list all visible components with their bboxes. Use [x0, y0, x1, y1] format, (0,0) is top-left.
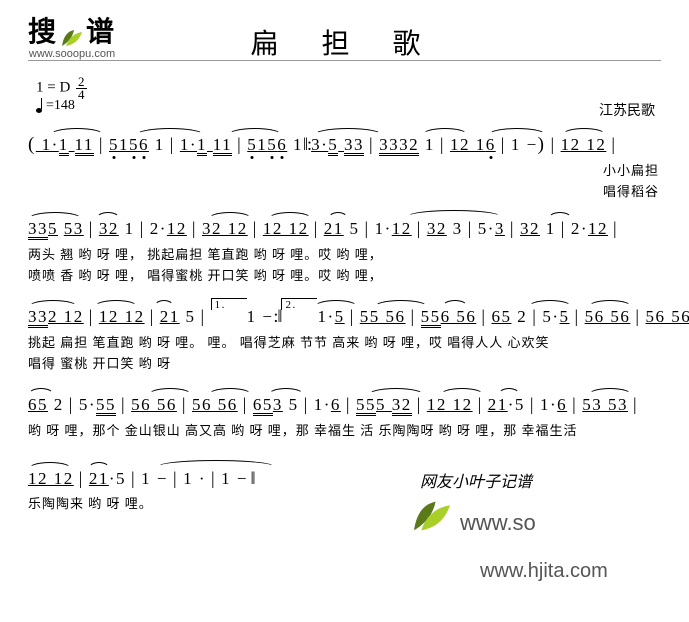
notation-2: 335 53|32 1|2·12|32 12|12 12|21 5|1·12|3…	[28, 218, 661, 240]
staff-line-2: 335 53|32 1|2·12|32 12|12 12|21 5|1·12|3…	[28, 218, 661, 284]
lyrics-1a: 小小扁担	[28, 160, 661, 179]
notation-1: ( 1·1 11|5156 1|1·1 11|5156 1‖:3·5 33|33…	[28, 134, 661, 156]
staff-line-1: ( 1·1 11|5156 1|1·1 11|5156 1‖:3·5 33|33…	[28, 134, 661, 200]
lyrics-2b: 喷喷 香 哟 呀 哩， 唱得蜜桃 开口笑 哟 呀 哩。哎 哟 哩，	[28, 265, 661, 284]
lyrics-3a: 挑起 扁担 笔直跑 哟 呀 哩。 哩。 唱得芝麻 节节 高来 哟 呀 哩，哎 唱…	[28, 332, 661, 351]
tempo: =148	[36, 98, 75, 114]
staff-line-5: 12 12|21·5|1 −|1 ·|1 − ‖ 乐陶陶来 哟 呀 哩。	[28, 468, 661, 512]
bottom-leaf-icon	[410, 498, 454, 534]
lyrics-5a: 乐陶陶来 哟 呀 哩。	[28, 493, 661, 512]
volta-2: 2.	[281, 298, 317, 310]
lyrics-3b: 唱得 蜜桃 开口笑 哟 呀	[28, 353, 661, 372]
volta-1: 1.	[211, 298, 247, 310]
quarter-note-icon	[36, 99, 42, 113]
song-title: 扁 担 歌	[0, 22, 689, 62]
bottom-url-1: www.so	[460, 510, 536, 536]
lyrics-2a: 两头 翘 哟 呀 哩， 挑起扁担 笔直跑 哟 呀 哩。哎 哟 哩，	[28, 244, 661, 263]
notation-5: 12 12|21·5|1 −|1 ·|1 − ‖	[28, 468, 661, 489]
key-signature: 1 = D 2 4	[36, 76, 87, 100]
lyrics-4a: 哟 呀 哩，那个 金山银山 高又高 哟 呀 哩，那 幸福生 活 乐陶陶呀 哟 呀…	[28, 420, 661, 439]
staff-line-4: 65 2|5·55|56 56|56 56|653 5|1·6|555 32|1…	[28, 394, 661, 439]
transcriber-credit: 网友小叶子记谱	[420, 468, 532, 492]
lyrics-1b: 唱得稻谷	[28, 181, 661, 200]
bottom-url-2: www.hjita.com	[480, 560, 608, 583]
notation-3: 332 12|12 12|21 5|1.1 −:‖2.1·5|55 56|556…	[28, 306, 661, 328]
time-signature: 2 4	[76, 76, 87, 100]
key-prefix: 1 = D	[36, 80, 70, 96]
header-divider	[28, 60, 661, 61]
song-origin: 江苏民歌	[599, 100, 655, 120]
tempo-value: =148	[46, 98, 75, 114]
notation-4: 65 2|5·55|56 56|56 56|653 5|1·6|555 32|1…	[28, 394, 661, 416]
time-den: 4	[78, 89, 85, 101]
staff-line-3: 332 12|12 12|21 5|1.1 −:‖2.1·5|55 56|556…	[28, 306, 661, 372]
